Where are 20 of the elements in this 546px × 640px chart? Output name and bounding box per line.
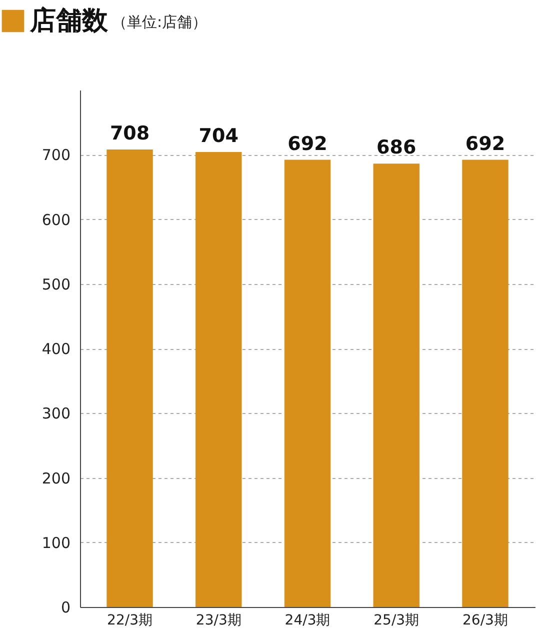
y-tick-label: 100 (42, 534, 70, 552)
x-tick-label: 26/3期 (462, 612, 508, 628)
x-tick-label: 23/3期 (196, 612, 242, 628)
y-tick-label: 700 (42, 146, 70, 164)
data-label: 692 (465, 132, 506, 155)
y-tick-label: 500 (42, 275, 70, 294)
y-tick-label: 0 (60, 598, 70, 616)
data-label: 708 (110, 122, 150, 144)
y-tick-label: 400 (42, 340, 70, 358)
data-label: 704 (198, 125, 238, 148)
x-tick-label: 24/3期 (284, 612, 330, 628)
x-tick-label: 22/3期 (107, 612, 152, 628)
text: （単位:店舗） (112, 13, 208, 31)
data-label: 692 (288, 132, 328, 155)
x-tick-label: 25/3期 (374, 612, 420, 628)
y-tick-label: 300 (42, 404, 70, 423)
y-tick-label: 200 (42, 469, 70, 488)
legend-label: 店舗数 (29, 6, 109, 36)
y-tick-label: 600 (42, 210, 70, 229)
data-label: 686 (376, 136, 416, 159)
